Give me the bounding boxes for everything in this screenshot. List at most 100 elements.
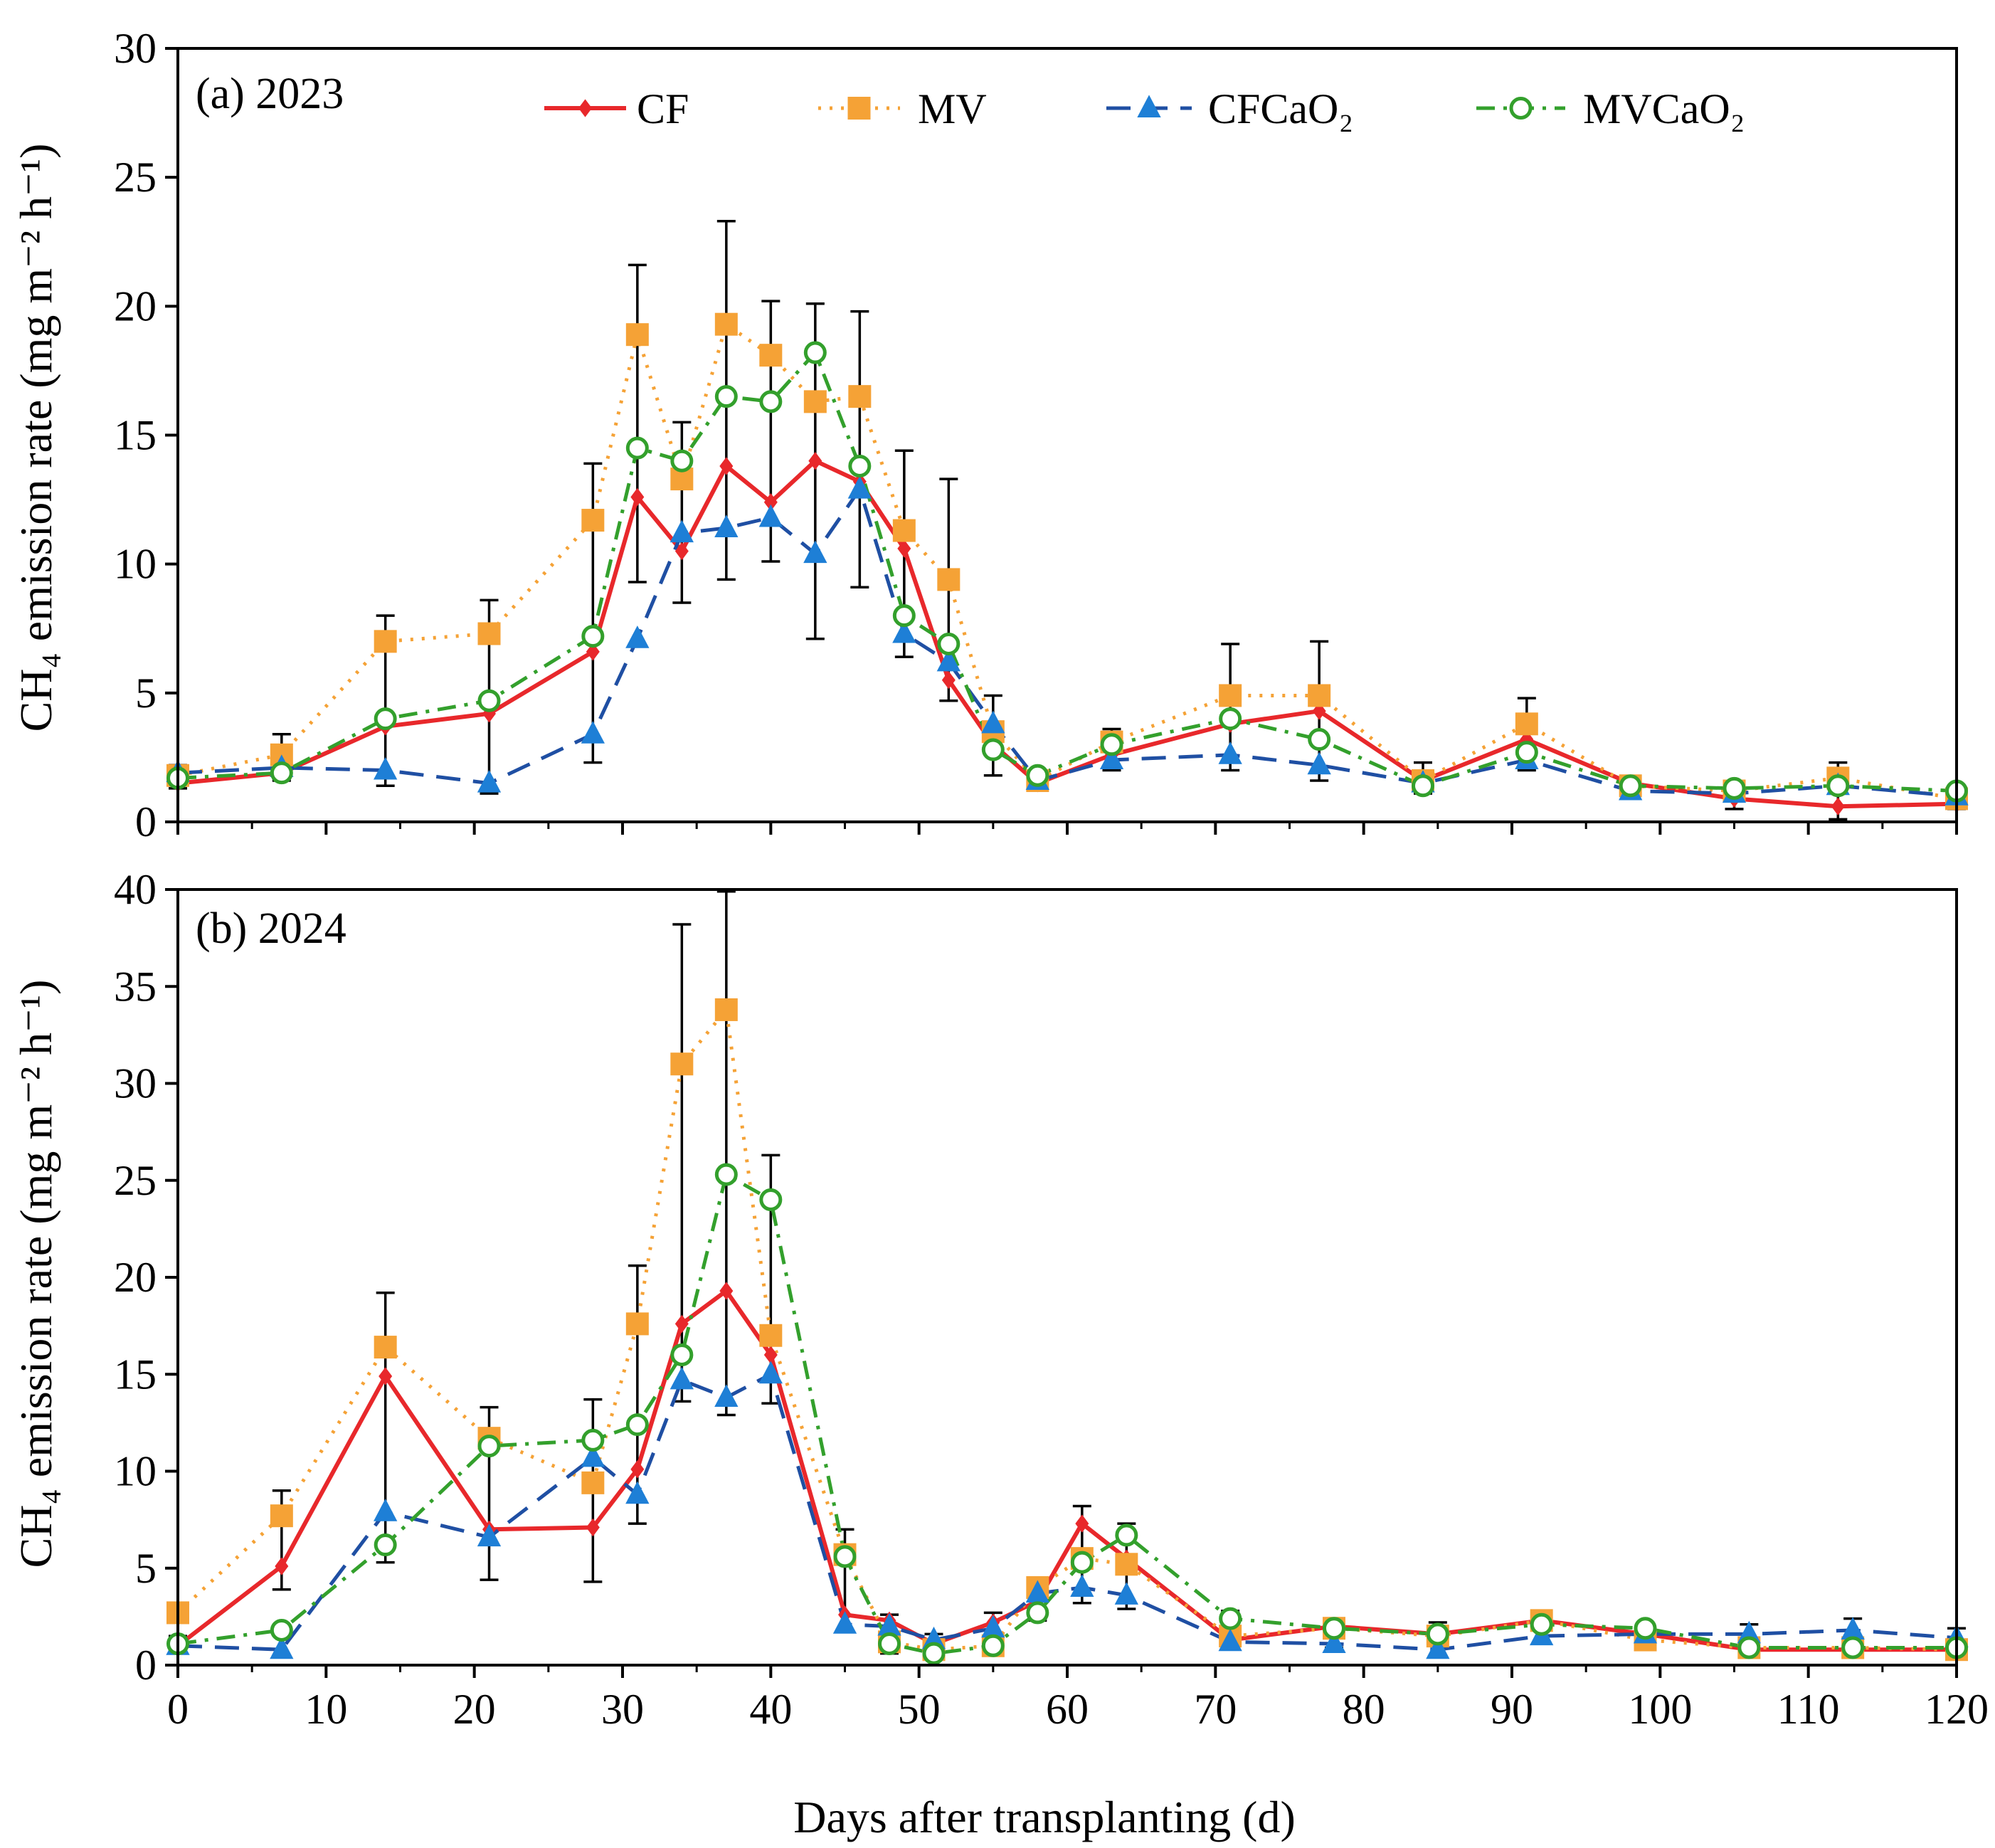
panel-a-series-mvcao2-point-112 — [1826, 774, 1850, 798]
panel-b-series-mvcao2-point-21 — [477, 1435, 501, 1458]
panel-a-series-mvcao2-point-34 — [670, 449, 694, 472]
panel-a-y-tick-label-0: 0 — [135, 798, 157, 845]
legend-label-mv: MV — [918, 85, 987, 132]
panel-b-series-cfcao2-point-78 — [1322, 1630, 1346, 1654]
panel-b-y-tick-label-15: 15 — [114, 1351, 157, 1398]
panel-a-series-mv-point-91 — [1515, 712, 1538, 736]
panel-b-series-mvcao2-point-48 — [878, 1632, 901, 1656]
panel-b-series-cf-point-7 — [275, 1557, 289, 1575]
panel-a-y-tick-label-25: 25 — [114, 154, 157, 201]
panel-b-x-tick-label-70: 70 — [1194, 1686, 1237, 1733]
panel-a-series-mvcao2-point-46 — [848, 454, 872, 477]
legend-swatch-cfcao2 — [1106, 95, 1192, 117]
panel-a-series-mvcao2-point-105 — [1723, 776, 1746, 800]
panel-a-series-mvcao2-point-7 — [270, 761, 293, 785]
panel-a-series-mv-point-43 — [803, 390, 827, 413]
panel-b-series-mvcao2-point-99 — [1634, 1617, 1657, 1640]
panel-b-series-mvcao2-point-106 — [1737, 1636, 1761, 1659]
panel-a-series-cfcao2-point-28 — [581, 721, 605, 744]
panel-b-series-markers — [166, 998, 1969, 1665]
panel-b-error-bar-day-31 — [628, 1264, 647, 1525]
panel-a-series-cfcao2-point-40 — [758, 504, 783, 527]
panel-b-series-cfcao2-point-14 — [374, 1499, 398, 1521]
panel-b-x-tick-label-80: 80 — [1343, 1686, 1385, 1733]
panel-b-y-tick-label-5: 5 — [135, 1545, 157, 1592]
panel-b-series-cfcao2-point-71 — [1218, 1628, 1242, 1652]
panel-b-x-tick-label-90: 90 — [1491, 1686, 1533, 1733]
panel-b-y-tick-label-40: 40 — [114, 866, 157, 913]
panel-a-series-mvcao2-point-40 — [759, 390, 783, 413]
legend-item-cfcao2: CFCaO₂ — [1106, 85, 1353, 132]
panel-b-y-axis-title: CH₄ emission rate (mg m⁻² h⁻¹) — [11, 980, 61, 1568]
panel-b-series-mvcao2-point-45 — [833, 1545, 857, 1568]
panel-b-series-mvcao2-point-58 — [1026, 1601, 1049, 1625]
x-axis-title: Days after transplanting (d) — [793, 1792, 1296, 1842]
panel-a-series-mvcao2-point-31 — [625, 436, 649, 460]
panel-a-series-cfcao2-point-31 — [625, 625, 650, 648]
legend-label-cfcao2: CFCaO₂ — [1208, 85, 1353, 132]
panel-b-label: (b) 2024 — [196, 904, 346, 953]
panel-a-label: (a) 2023 — [196, 70, 344, 118]
panel-b-series-mvcao2-point-28 — [581, 1428, 605, 1452]
panel-a-series-cfcao2-point-52 — [936, 648, 961, 672]
panel-a-series-cf-point-112 — [1831, 797, 1845, 815]
panel-a-series-mv-point-52 — [937, 568, 961, 591]
panel-b-series-mvcao2-point-55 — [981, 1634, 1005, 1657]
panel-a-series-cfcao2-point-49 — [892, 620, 916, 643]
panel-a-y-tick-label-10: 10 — [114, 541, 157, 588]
panel-b-x-tick-label-40: 40 — [749, 1686, 792, 1733]
panel-b-series-cf-point-61 — [1075, 1514, 1089, 1533]
panel-a-series-mvcao2-point-71 — [1219, 707, 1242, 731]
panel-b-y-tick-label-25: 25 — [114, 1157, 157, 1204]
panel-a-series-mv-point-21 — [477, 622, 501, 645]
panel-b-series-cfcao2-point-7 — [270, 1636, 294, 1659]
panel-b-series-mvcao2-point-85 — [1426, 1622, 1449, 1646]
panel-a-series-cfcao2-line — [177, 487, 1957, 798]
panel-a-series-mvcao2-point-63 — [1100, 733, 1123, 756]
panel-a-series-cfcao2-point-77 — [1307, 751, 1331, 775]
panel-a-series-cfcao2-point-37 — [714, 514, 739, 537]
panel-a-series-mvcao2-point-52 — [937, 632, 961, 655]
panel-a-series-cfcao2-point-63 — [1099, 746, 1124, 770]
panel-b-series-lines — [176, 1008, 1957, 1656]
panel-a-series-mvcao2-point-77 — [1308, 728, 1331, 751]
panel-a-axes: 0 5 10 15 20 25 30 — [114, 25, 1958, 845]
legend-swatch-cf — [544, 99, 626, 117]
panel-a-series-mv-point-46 — [848, 385, 872, 408]
panel-b-x-tick-label-10: 10 — [305, 1686, 347, 1733]
panel-a-series-cf-point-37 — [719, 457, 734, 475]
panel-b-series-cfcao2-point-45 — [832, 1611, 857, 1634]
panel-a-y-tick-label-15: 15 — [114, 412, 157, 459]
panel-b-series-mvcao2-point-51 — [922, 1642, 946, 1665]
panel-b-series-cf-point-14 — [379, 1367, 393, 1385]
panel-a-series-mvcao2-point-49 — [892, 604, 916, 628]
panel-a-series-cfcao2-point-34 — [670, 519, 694, 543]
legend-item-cf: CF — [544, 85, 689, 132]
panel-b-x-tick-label-50: 50 — [898, 1686, 941, 1733]
panel-b-series-cfcao2-point-64 — [1114, 1582, 1138, 1605]
panel-a-series-mv-point-31 — [625, 323, 649, 347]
panel-a-series-mv-point-37 — [714, 312, 738, 336]
panel-a-y-axis-title: CH₄ emission rate (mg m⁻² h⁻¹) — [11, 144, 61, 732]
legend-marker-mv — [847, 97, 871, 120]
panel-b-series-cf-point-37 — [719, 1282, 734, 1300]
panel-b-series-mv-point-14 — [374, 1336, 397, 1359]
panel-a-series-cfcao2-point-71 — [1218, 741, 1242, 764]
panel-a-series-mvcao2-point-21 — [477, 689, 501, 712]
panel-b-series-mvcao2-point-31 — [625, 1413, 649, 1437]
panel-a-error-bar-day-31 — [628, 263, 647, 584]
panel-b-y-tick-label-30: 30 — [114, 1060, 157, 1107]
panel-b-series-mvcao2-point-61 — [1070, 1551, 1094, 1574]
panel-a-series-mvcao2-point-43 — [803, 341, 827, 364]
panel-b-series-mv-line — [176, 1008, 1957, 1652]
panel-b-series-cfcao2-point-21 — [477, 1524, 502, 1547]
panel-b-y-tick-label-0: 0 — [135, 1642, 157, 1689]
panel-b-series-cfcao2-point-40 — [758, 1361, 783, 1384]
panel-a-series-cf-line — [177, 458, 1957, 809]
panel-b-x-tick-label-20: 20 — [453, 1686, 496, 1733]
panel-a-series-mv-point-49 — [892, 519, 916, 542]
panel-b-series-cf-point-34 — [674, 1314, 689, 1334]
panel-b-series-mv-point-7 — [270, 1504, 293, 1528]
panel-a-series-mvcao2-point-37 — [714, 385, 738, 408]
